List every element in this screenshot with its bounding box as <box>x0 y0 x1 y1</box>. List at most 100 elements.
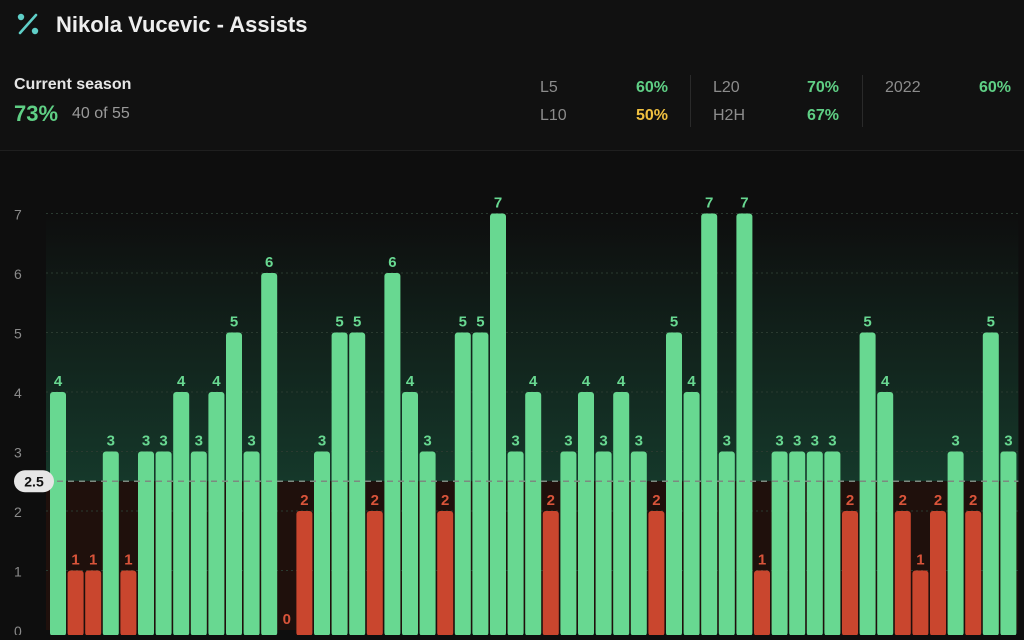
bar-value-label: 3 <box>723 433 731 450</box>
bar-value-label: 3 <box>423 433 431 450</box>
stat-label-l20: L20 <box>713 79 740 96</box>
bar-value-label: 5 <box>353 314 361 331</box>
bar-value-label: 4 <box>687 373 696 390</box>
bar-value-label: 5 <box>863 314 871 331</box>
bar-value-label: 6 <box>265 254 273 271</box>
bar <box>226 332 242 636</box>
bar-value-label: 1 <box>71 552 79 569</box>
stat-label-l5: L5 <box>540 79 558 96</box>
stat-divider <box>862 75 863 127</box>
bar <box>296 511 313 636</box>
y-tick-label: 7 <box>14 207 22 223</box>
percent-icon <box>17 13 39 35</box>
bar-value-label: 2 <box>441 492 449 509</box>
bar <box>50 392 66 636</box>
bar-value-label: 4 <box>582 373 591 390</box>
bar-value-label: 2 <box>300 492 308 509</box>
bar-value-label: 5 <box>476 314 484 331</box>
stats-header: Nikola Vucevic - Assists Current season … <box>0 0 1024 151</box>
bar <box>578 392 594 636</box>
bar-value-label: 4 <box>54 373 63 390</box>
bar <box>613 392 630 636</box>
stat-value-l5: 60% <box>635 79 668 96</box>
page-title: Nikola Vucevic - Assists <box>56 12 308 37</box>
bar <box>806 451 823 636</box>
bar <box>824 451 841 636</box>
stat-value-l10: 50% <box>635 107 668 124</box>
bar <box>859 332 876 636</box>
bar <box>402 392 418 636</box>
bar-value-label: 5 <box>459 314 467 331</box>
bar-value-label: 3 <box>793 433 801 450</box>
bar-value-label: 3 <box>318 433 326 450</box>
bar-value-label: 6 <box>388 254 396 271</box>
bar-value-label: 7 <box>740 195 748 212</box>
bar <box>331 332 348 636</box>
bar <box>965 511 982 636</box>
bar-value-label: 4 <box>881 373 890 390</box>
bar <box>718 451 735 636</box>
bar-value-label: 4 <box>617 373 626 390</box>
bar <box>472 332 489 636</box>
threshold-badge <box>14 470 54 493</box>
y-tick-label: 2 <box>14 504 22 520</box>
y-tick-label: 1 <box>14 564 22 580</box>
bar <box>595 451 612 636</box>
bar-value-label: 2 <box>371 492 379 509</box>
bar-value-label: 3 <box>635 433 643 450</box>
bar <box>454 332 471 636</box>
y-tick-label: 5 <box>14 326 22 342</box>
bar-value-label: 3 <box>107 433 115 450</box>
bar <box>261 273 278 636</box>
stat-divider <box>690 75 691 127</box>
bar-value-label: 3 <box>159 433 167 450</box>
bar <box>366 511 383 636</box>
bar <box>67 570 84 636</box>
y-tick-label: 4 <box>14 385 22 401</box>
bar-value-label: 3 <box>811 433 819 450</box>
bar-value-label: 3 <box>828 433 836 450</box>
bar-value-label: 5 <box>230 314 238 331</box>
bar-value-label: 3 <box>564 433 572 450</box>
bar <box>85 570 102 636</box>
bar-value-label: 7 <box>494 195 502 212</box>
stat-label-l10: L10 <box>540 107 567 124</box>
bar <box>419 451 436 636</box>
bar <box>490 213 506 636</box>
bar-value-label: 5 <box>987 314 995 331</box>
bar-value-label: 3 <box>195 433 203 450</box>
bar-value-label: 3 <box>1004 433 1012 450</box>
bar <box>789 451 806 636</box>
bar-value-label: 3 <box>775 433 783 450</box>
bar-value-label: 0 <box>283 611 291 628</box>
bar <box>173 392 190 636</box>
stat-value-2022: 60% <box>978 79 1011 96</box>
bar <box>736 213 753 636</box>
bar <box>666 332 682 636</box>
bar <box>648 511 665 636</box>
bar <box>190 451 207 636</box>
bar <box>842 511 858 636</box>
bar <box>155 451 172 636</box>
bar-value-label: 1 <box>89 552 97 569</box>
bar <box>208 392 225 636</box>
stat-value-h2h: 67% <box>806 107 839 124</box>
bar <box>102 451 119 636</box>
bar-value-label: 2 <box>934 492 942 509</box>
bar <box>120 570 137 636</box>
bar <box>947 451 964 636</box>
bar-value-label: 2 <box>652 492 660 509</box>
bar-value-label: 2 <box>846 492 854 509</box>
bar <box>384 273 401 636</box>
bar <box>930 511 946 636</box>
bar-value-label: 3 <box>951 433 959 450</box>
bar <box>771 451 788 636</box>
bar <box>912 570 929 636</box>
bar-value-label: 5 <box>670 314 678 331</box>
threshold-label: 2.5 <box>24 473 44 489</box>
bar-value-label: 2 <box>969 492 977 509</box>
y-tick-label: 6 <box>14 266 22 282</box>
y-tick-label: 3 <box>14 445 22 461</box>
